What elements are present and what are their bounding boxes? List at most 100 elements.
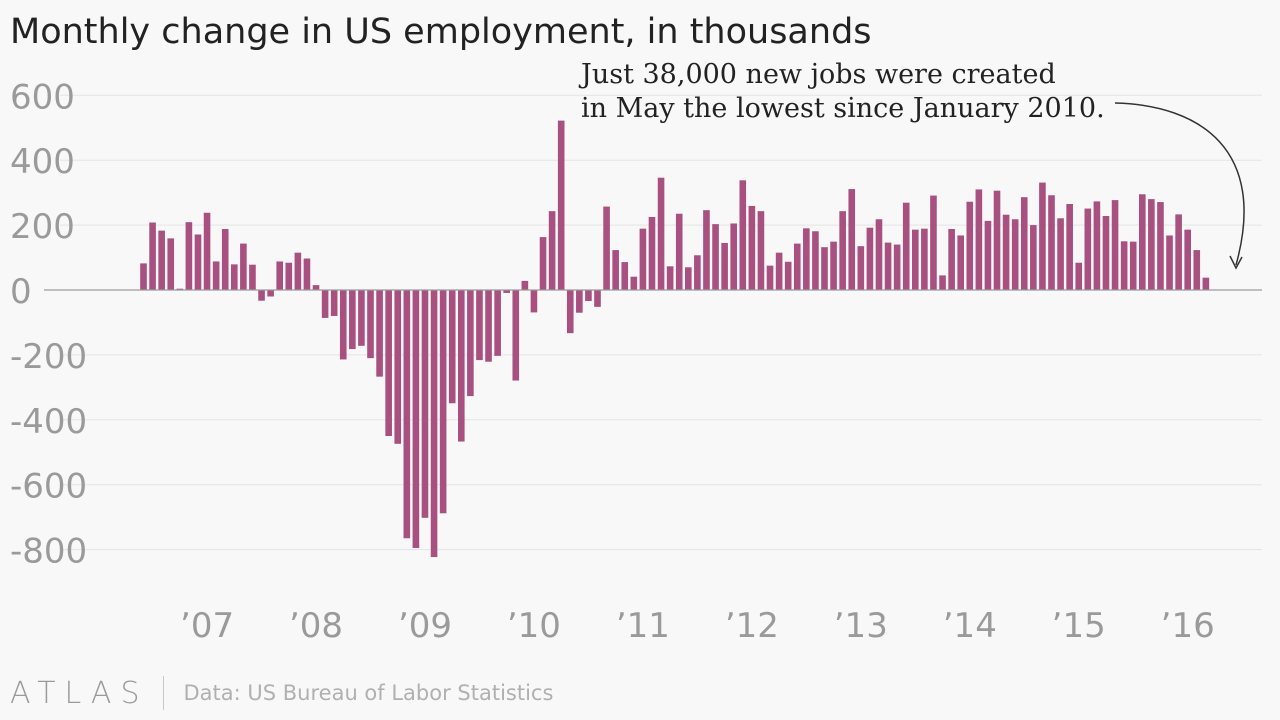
- bar: [158, 230, 165, 290]
- bar: [358, 290, 365, 346]
- bar: [1020, 197, 1028, 290]
- bar: [1157, 202, 1164, 290]
- footer: ATLAS Data: US Bureau of Labor Statistic…: [10, 676, 554, 711]
- bar: [993, 190, 1001, 290]
- bar: [875, 219, 883, 290]
- bar: [176, 288, 184, 290]
- bar: [376, 290, 383, 377]
- y-tick-label: 0: [10, 272, 32, 312]
- bar: [140, 263, 147, 290]
- x-tick-label: ’14: [943, 606, 997, 646]
- bar: [694, 255, 701, 290]
- bar: [1139, 194, 1146, 290]
- bar: [249, 264, 256, 290]
- bar: [902, 202, 910, 290]
- bar: [521, 280, 529, 290]
- y-tick-label: -800: [10, 532, 87, 572]
- bar: [857, 246, 865, 290]
- bar: [403, 290, 411, 539]
- bar: [739, 180, 747, 290]
- bar: [1002, 214, 1010, 290]
- chart-title: Monthly change in US employment, in thou…: [10, 12, 872, 52]
- bar: [1202, 277, 1210, 290]
- bar: [1129, 241, 1137, 290]
- y-tick-label: -200: [10, 337, 87, 377]
- bar: [485, 290, 492, 362]
- bar: [803, 228, 810, 290]
- bar: [1084, 208, 1092, 290]
- bar: [1193, 250, 1201, 290]
- bar: [503, 290, 510, 293]
- bar: [921, 228, 928, 290]
- annotation-arrowhead: [1229, 255, 1243, 270]
- bar: [430, 290, 438, 558]
- x-tick-label: ’13: [834, 606, 888, 646]
- bar: [321, 290, 329, 318]
- bar: [1039, 182, 1046, 290]
- annotation: Just 38,000 new jobs were created in May…: [578, 59, 1245, 270]
- bar: [1120, 241, 1128, 290]
- y-tick-label: 600: [10, 77, 75, 117]
- bar: [240, 243, 247, 290]
- bar: [1166, 235, 1173, 290]
- bar: [757, 211, 765, 290]
- annotation-arrow: [1114, 102, 1245, 266]
- bar: [675, 213, 683, 290]
- bar: [1030, 225, 1037, 290]
- bar: [467, 290, 474, 397]
- bar: [1102, 216, 1110, 290]
- bar: [439, 290, 447, 514]
- bar: [639, 228, 647, 290]
- bar: [766, 265, 774, 290]
- x-tick-label: ’08: [289, 606, 343, 646]
- grid-lines: [60, 94, 1262, 551]
- x-axis-ticks: ’07 ’08 ’09 ’10 ’11 ’12 ’13 ’14 ’15 ’16: [180, 606, 1215, 646]
- bar: [276, 261, 283, 290]
- bar: [548, 211, 556, 290]
- bar: [730, 223, 737, 290]
- bar: [421, 290, 429, 518]
- bar: [793, 243, 801, 290]
- bar: [258, 290, 265, 301]
- bar: [748, 205, 756, 290]
- bar: [948, 228, 955, 290]
- bar: [685, 267, 692, 290]
- bar: [149, 222, 156, 290]
- bar: [448, 290, 456, 404]
- bar: [285, 262, 293, 290]
- footer-divider: [162, 676, 164, 710]
- bar: [194, 234, 202, 290]
- bar: [1175, 214, 1182, 290]
- x-tick-label: ’07: [180, 606, 234, 646]
- bar: [812, 231, 819, 290]
- bar: [866, 227, 874, 290]
- bar: [494, 290, 501, 356]
- bar-series: [140, 120, 1210, 558]
- bar: [966, 201, 974, 290]
- bar: [821, 247, 828, 290]
- bar: [984, 220, 992, 290]
- bar: [458, 290, 465, 442]
- annotation-line-1: Just 38,000 new jobs were created: [578, 59, 1056, 90]
- bar: [303, 258, 311, 290]
- bar: [367, 290, 374, 359]
- bar: [975, 189, 983, 290]
- x-tick-label: ’16: [1161, 606, 1215, 646]
- bar: [1011, 219, 1019, 290]
- bar: [267, 290, 274, 297]
- bar: [530, 290, 538, 313]
- bar: [784, 261, 792, 290]
- bar: [839, 211, 846, 290]
- source-note: Data: US Bureau of Labor Statistics: [183, 681, 554, 705]
- bar: [476, 290, 483, 361]
- bar: [185, 222, 193, 290]
- bar: [566, 290, 574, 334]
- bar: [1066, 204, 1073, 290]
- x-tick-label: ’09: [398, 606, 452, 646]
- bar: [576, 290, 583, 313]
- bar: [930, 195, 937, 290]
- annotation-line-2: in May the lowest since January 2010.: [581, 93, 1105, 124]
- bar: [630, 276, 638, 290]
- bar: [330, 290, 338, 316]
